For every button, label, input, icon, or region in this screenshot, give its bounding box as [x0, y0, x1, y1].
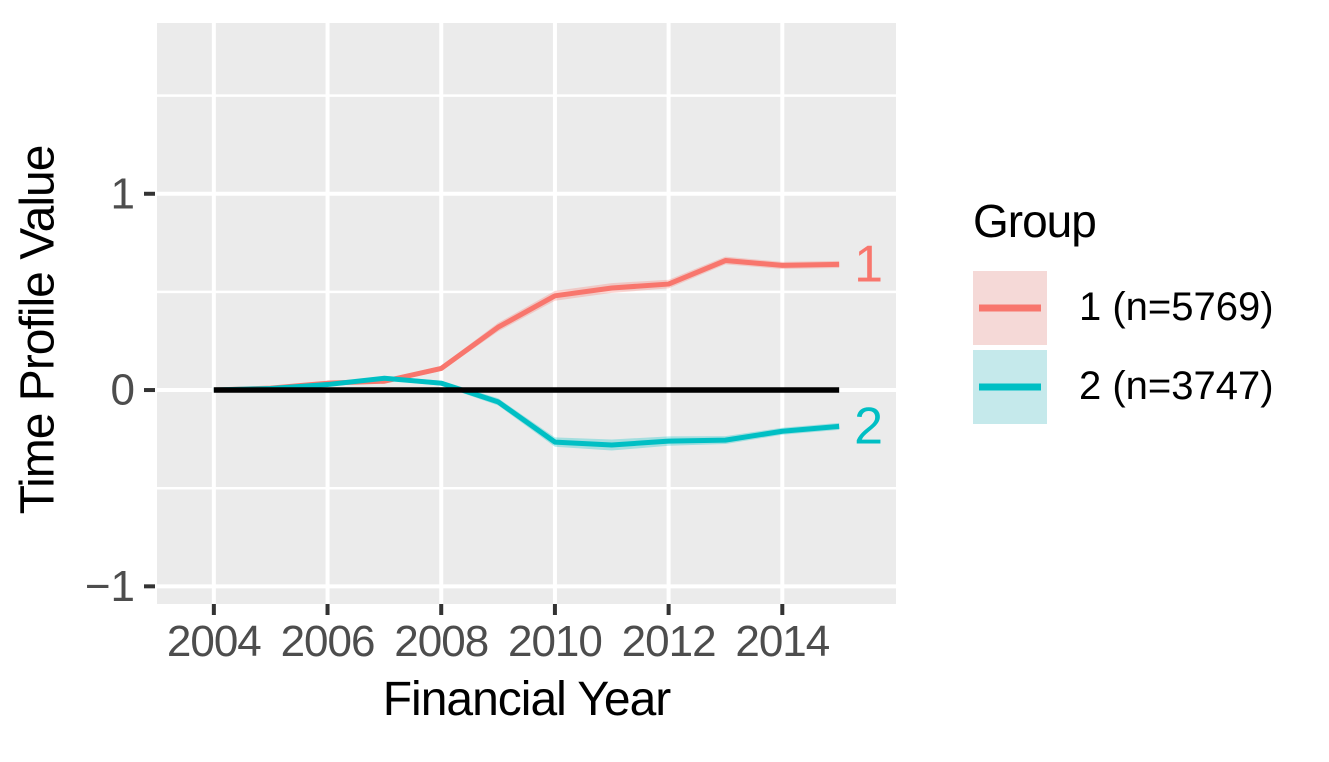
- legend-title: Group: [973, 195, 1097, 247]
- x-tick-label: 2004: [167, 617, 261, 666]
- series-direct-label-2: 2: [854, 397, 883, 455]
- x-tick-label: 2006: [281, 617, 375, 666]
- legend-key-swatch: [973, 270, 1047, 345]
- series-line-2: [213, 375, 840, 448]
- y-tick-label: 0: [111, 366, 135, 415]
- x-tick-label: 2012: [622, 617, 716, 666]
- legend-item-label: 2 (n=3747): [1079, 364, 1274, 409]
- legend-item-label: 1 (n=5769): [1079, 285, 1274, 330]
- legend-key-line: [979, 304, 1041, 312]
- legend-item: 2 (n=3747): [973, 349, 1274, 424]
- x-tick-label: 2008: [394, 617, 488, 666]
- x-tick-label: 2014: [735, 617, 829, 666]
- legend-item: 1 (n=5769): [973, 270, 1274, 345]
- y-tick-label: −1: [85, 562, 135, 611]
- legend-key-line: [979, 383, 1041, 391]
- series-direct-label-1: 1: [854, 235, 883, 293]
- legend: Group 1 (n=5769) 2 (n=3747): [973, 196, 1274, 429]
- y-axis-title: Time Profile Value: [11, 145, 65, 515]
- x-axis-title: Financial Year: [382, 673, 672, 726]
- x-tick-label: 2010: [508, 617, 602, 666]
- legend-key-swatch: [973, 349, 1047, 424]
- y-tick-label: 1: [111, 169, 135, 218]
